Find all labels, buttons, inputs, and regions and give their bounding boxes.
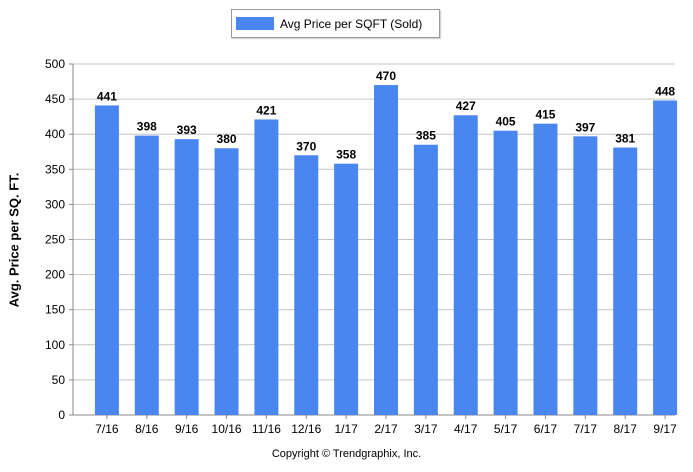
bar-value-label: 405 — [496, 115, 516, 129]
y-tick-label: 350 — [45, 162, 65, 176]
y-tick-label: 400 — [45, 127, 65, 141]
y-tick-label: 0 — [58, 408, 65, 422]
bar-value-label: 385 — [416, 129, 436, 143]
bar — [413, 144, 438, 416]
bar — [334, 163, 359, 415]
y-tick-label: 250 — [45, 233, 65, 247]
bar — [94, 105, 119, 415]
x-tick-label: 7/16 — [95, 422, 119, 436]
x-tick-label: 4/17 — [454, 422, 478, 436]
x-tick-label: 12/16 — [291, 422, 321, 436]
x-tick-label: 3/17 — [414, 422, 438, 436]
legend-label: Avg Price per SQFT (Sold) — [280, 16, 423, 31]
bar-value-label: 427 — [456, 99, 476, 113]
bar — [453, 115, 478, 415]
y-tick-label: 100 — [45, 338, 65, 352]
x-tick-label: 2/17 — [374, 422, 398, 436]
x-tick-label: 9/16 — [175, 422, 199, 436]
bar — [254, 119, 279, 415]
x-tick-label: 8/16 — [135, 422, 159, 436]
copyright-footer: Copyright © Trendgraphix, Inc. — [271, 448, 422, 460]
bar — [573, 136, 598, 415]
x-tick-label: 11/16 — [252, 422, 281, 436]
bar — [533, 123, 558, 416]
y-tick-label: 150 — [45, 303, 65, 317]
bar-value-label: 398 — [137, 120, 157, 134]
y-tick-label: 200 — [45, 268, 65, 282]
x-tick-label: 1/17 — [334, 422, 358, 436]
x-tick-label: 10/16 — [212, 422, 242, 436]
bar-value-label: 358 — [336, 148, 356, 162]
bar — [613, 147, 638, 415]
legend-swatch — [236, 17, 274, 30]
x-tick-label: 8/17 — [614, 422, 638, 436]
y-tick-label: 50 — [52, 373, 66, 387]
bar-value-label: 393 — [177, 123, 197, 137]
bar-value-label: 441 — [97, 89, 117, 103]
bar — [653, 100, 678, 415]
bar — [374, 85, 399, 415]
bar-value-label: 415 — [535, 108, 555, 122]
bar-value-label: 470 — [376, 69, 396, 83]
y-tick-label: 450 — [45, 92, 65, 106]
y-tick-label: 500 — [45, 57, 65, 71]
bar-value-label: 370 — [296, 139, 316, 153]
x-tick-label: 6/17 — [534, 422, 558, 436]
legend: Avg Price per SQFT (Sold) — [231, 9, 440, 38]
x-tick-label: 9/17 — [653, 422, 677, 436]
bar-value-label: 421 — [256, 103, 276, 117]
bar-value-label: 397 — [575, 120, 595, 134]
y-tick-label: 300 — [45, 197, 65, 211]
bar-value-label: 380 — [217, 132, 237, 146]
bar — [294, 155, 319, 415]
bar — [214, 148, 239, 416]
x-tick-label: 5/17 — [494, 422, 518, 436]
bar — [174, 139, 199, 415]
bar — [493, 130, 518, 415]
x-tick-label: 7/17 — [574, 422, 598, 436]
bar-value-label: 448 — [655, 85, 675, 99]
bar — [134, 135, 159, 415]
bar-value-label: 381 — [615, 132, 635, 146]
